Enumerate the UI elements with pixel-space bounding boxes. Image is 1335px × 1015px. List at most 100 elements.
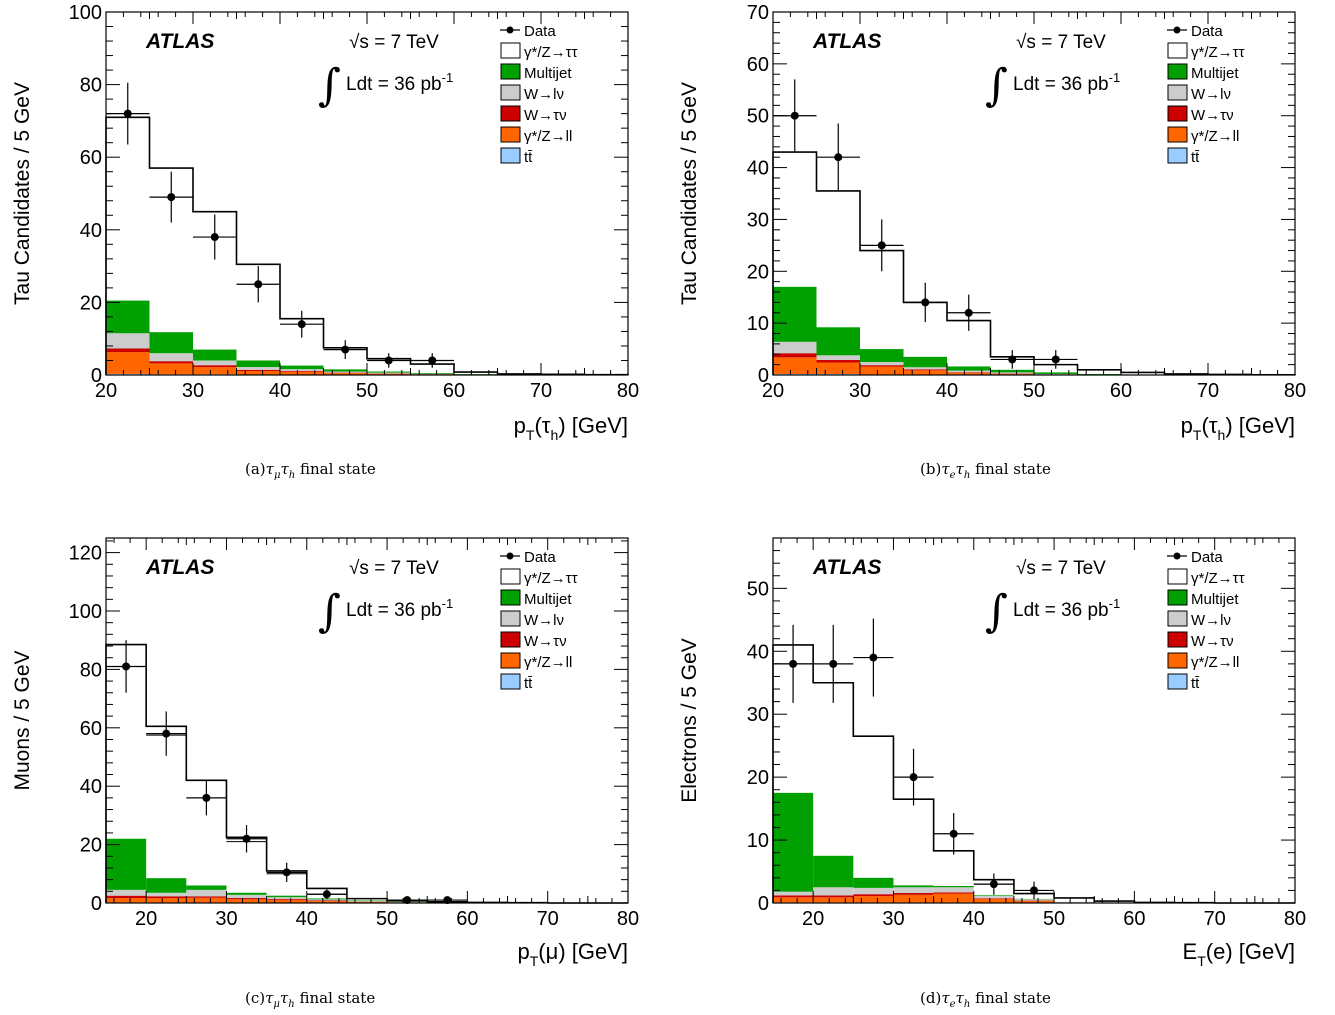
stack-multijet [773,286,1165,375]
bar-wlnu [106,333,150,349]
bar-wlnu [1034,373,1078,375]
bar-zll [236,371,280,375]
legend-swatch-wtaunu [500,105,521,122]
bar-wtaunu [773,353,817,358]
bar-multijet [1034,372,1078,374]
bar-wlnu [226,894,267,899]
bar-multijet [973,895,1014,896]
bar-zll [853,896,894,903]
lumi-exponent: -1 [442,596,454,611]
x-axis-label-part: T [530,953,539,969]
bar-zll [1013,900,1055,903]
y-tick-label: 0 [91,893,102,915]
panel-c: 20 30 40 50 60 70 80 0 20 40 60 80 100 120 Muons / 5 G… [0,507,667,1014]
bar-wtaunu [947,372,991,373]
y-tick-label: 40 [747,158,769,180]
legend-swatch-wtaunu [500,631,521,648]
lumi-label: Ldt = 36 pb-1 [1013,596,1120,621]
atlas-label: ATLAS [812,30,881,53]
data-points [106,640,468,905]
bar-wtaunu [280,371,324,372]
bar-wlnu [367,372,411,374]
bar-wtaunu [853,894,894,897]
bar-wlnu [146,892,187,897]
legend-label: W→lν [524,86,564,103]
x-tick-label: 50 [356,380,378,402]
bar-wtaunu [236,369,280,372]
legend-swatch-zll [500,652,521,669]
bar-wtaunu [146,896,187,899]
bar-multijet [816,327,860,356]
bar-multijet [280,365,324,370]
lumi-label: Ldt = 36 pb-1 [346,596,453,621]
bar-multijet [853,877,894,888]
x-tick-label: 30 [849,380,871,402]
x-tick-label: 30 [182,380,204,402]
x-axis-label: pT(τh) [GeV] [514,413,628,443]
y-tick-label: 100 [69,601,102,623]
data-point [1051,355,1060,364]
legend-label: tt̄ [524,149,533,166]
data-point [162,729,171,738]
y-tick-label: 20 [80,292,102,314]
bar-wtaunu [106,895,147,899]
legend-data-marker [506,26,514,34]
x-tick-label: 20 [95,380,117,402]
y-tick-label: 120 [69,543,102,565]
legend-label: W→lν [1191,86,1231,103]
bar-wlnu [903,367,947,370]
bar-zll [106,352,150,374]
legend-swatch-multijet [500,589,521,606]
bar-wlnu [346,901,388,902]
bar-wlnu [990,372,1034,374]
y-tick-label: 20 [747,767,769,789]
legend-label: Data [524,23,556,40]
bar-zll [816,362,860,374]
bar-zll [193,367,237,375]
bar-multijet [106,300,150,334]
bar-multijet [186,885,227,890]
bar-zll [813,897,854,903]
legend-data-marker [1173,552,1181,560]
data-point [921,298,930,307]
x-tick-label: 50 [1023,380,1045,402]
bar-wlnu [323,371,367,373]
legend-label: tt̄ [1191,149,1200,166]
data-points [773,618,1055,900]
bar-wtaunu [226,898,267,900]
bar-wlnu [149,353,193,362]
bar-wlnu [933,887,974,893]
x-tick-label: 60 [1123,908,1145,930]
y-tick-label: 40 [747,641,769,663]
bar-wtaunu [193,365,237,368]
panel-a: 20 30 40 50 60 70 80 0 20 40 60 80 100 Tau Candidates… [0,0,667,507]
bar-multijet [933,886,974,888]
x-axis-label-part: p [517,939,529,964]
caption-a: (a)τμτh final state [245,460,376,481]
bar-multijet [367,371,411,373]
y-tick-label: 20 [747,261,769,283]
histogram-panel-c: 20 30 40 50 60 70 80 0 20 40 60 80 100 120 Muons / 5 G… [11,537,639,969]
x-axis-label-part: ) [GeV] [558,413,628,438]
x-tick-label: 80 [1284,908,1306,930]
x-axis-label-part: (μ [538,939,558,964]
x-tick-label: 30 [215,908,237,930]
y-tick-label: 30 [747,704,769,726]
data-point [989,880,998,889]
legend-label: γ*/Z→ττ [1191,570,1245,587]
x-tick-label: 70 [530,380,552,402]
integral-sign: ∫ [318,60,341,111]
y-axis-label: Electrons / 5 GeV [678,638,701,803]
x-tick-label: 80 [1284,380,1306,402]
lumi-label: Ldt = 36 pb-1 [1013,70,1120,95]
y-tick-label: 60 [80,147,102,169]
bar-multijet [773,792,814,892]
legend-swatch-ttbar [1167,147,1188,164]
energy-label: √s = 7 TeV [1016,558,1106,579]
legend [1167,552,1188,690]
stack-wtaunu [773,353,1034,374]
bar-multijet [106,838,147,890]
legend-swatch-wlnu [500,610,521,627]
y-tick-label: 60 [80,718,102,740]
x-tick-label: 80 [617,380,639,402]
